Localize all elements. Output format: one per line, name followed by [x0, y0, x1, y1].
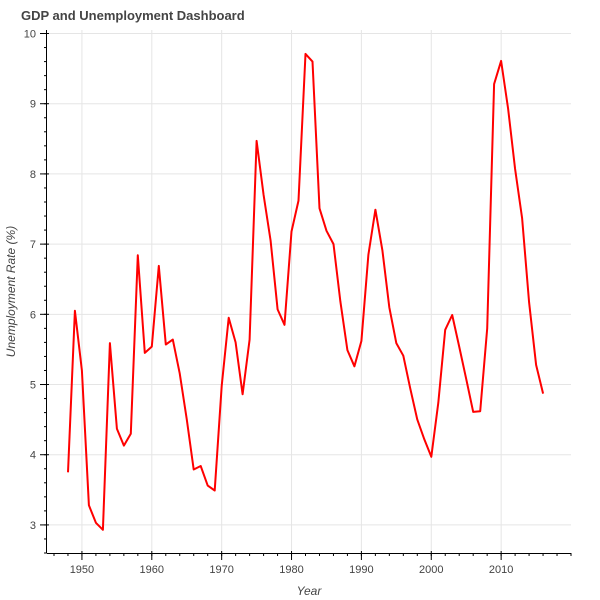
y-tick-label: 10 — [24, 29, 36, 41]
y-tick-label: 5 — [30, 380, 36, 392]
y-tick-label: 7 — [30, 239, 36, 251]
chart-title: GDP and Unemployment Dashboard — [21, 8, 245, 23]
x-axis-label: Year — [297, 584, 323, 598]
x-tick-label: 1950 — [70, 564, 94, 576]
x-tick-label: 2000 — [419, 564, 443, 576]
x-tick-label: 2010 — [489, 564, 513, 576]
x-tick-label: 1990 — [349, 564, 373, 576]
y-tick-label: 3 — [30, 520, 36, 532]
unemployment-series-line — [67, 52, 545, 531]
grid-lines — [47, 30, 571, 553]
y-axis-ticks: 3 4 5 6 7 8 9 10 — [24, 29, 49, 554]
y-tick-label: 4 — [30, 450, 36, 462]
x-tick-label: 1980 — [279, 564, 303, 576]
y-tick-label: 9 — [30, 99, 36, 111]
x-tick-label: 1960 — [140, 564, 164, 576]
x-tick-label: 1970 — [209, 564, 233, 576]
y-axis-label: Unemployment Rate (%) — [4, 226, 18, 357]
y-tick-label: 8 — [30, 169, 36, 181]
y-tick-label: 6 — [30, 309, 36, 321]
x-axis-ticks: 1950 1960 1970 1980 1990 2000 2010 — [53, 551, 572, 576]
